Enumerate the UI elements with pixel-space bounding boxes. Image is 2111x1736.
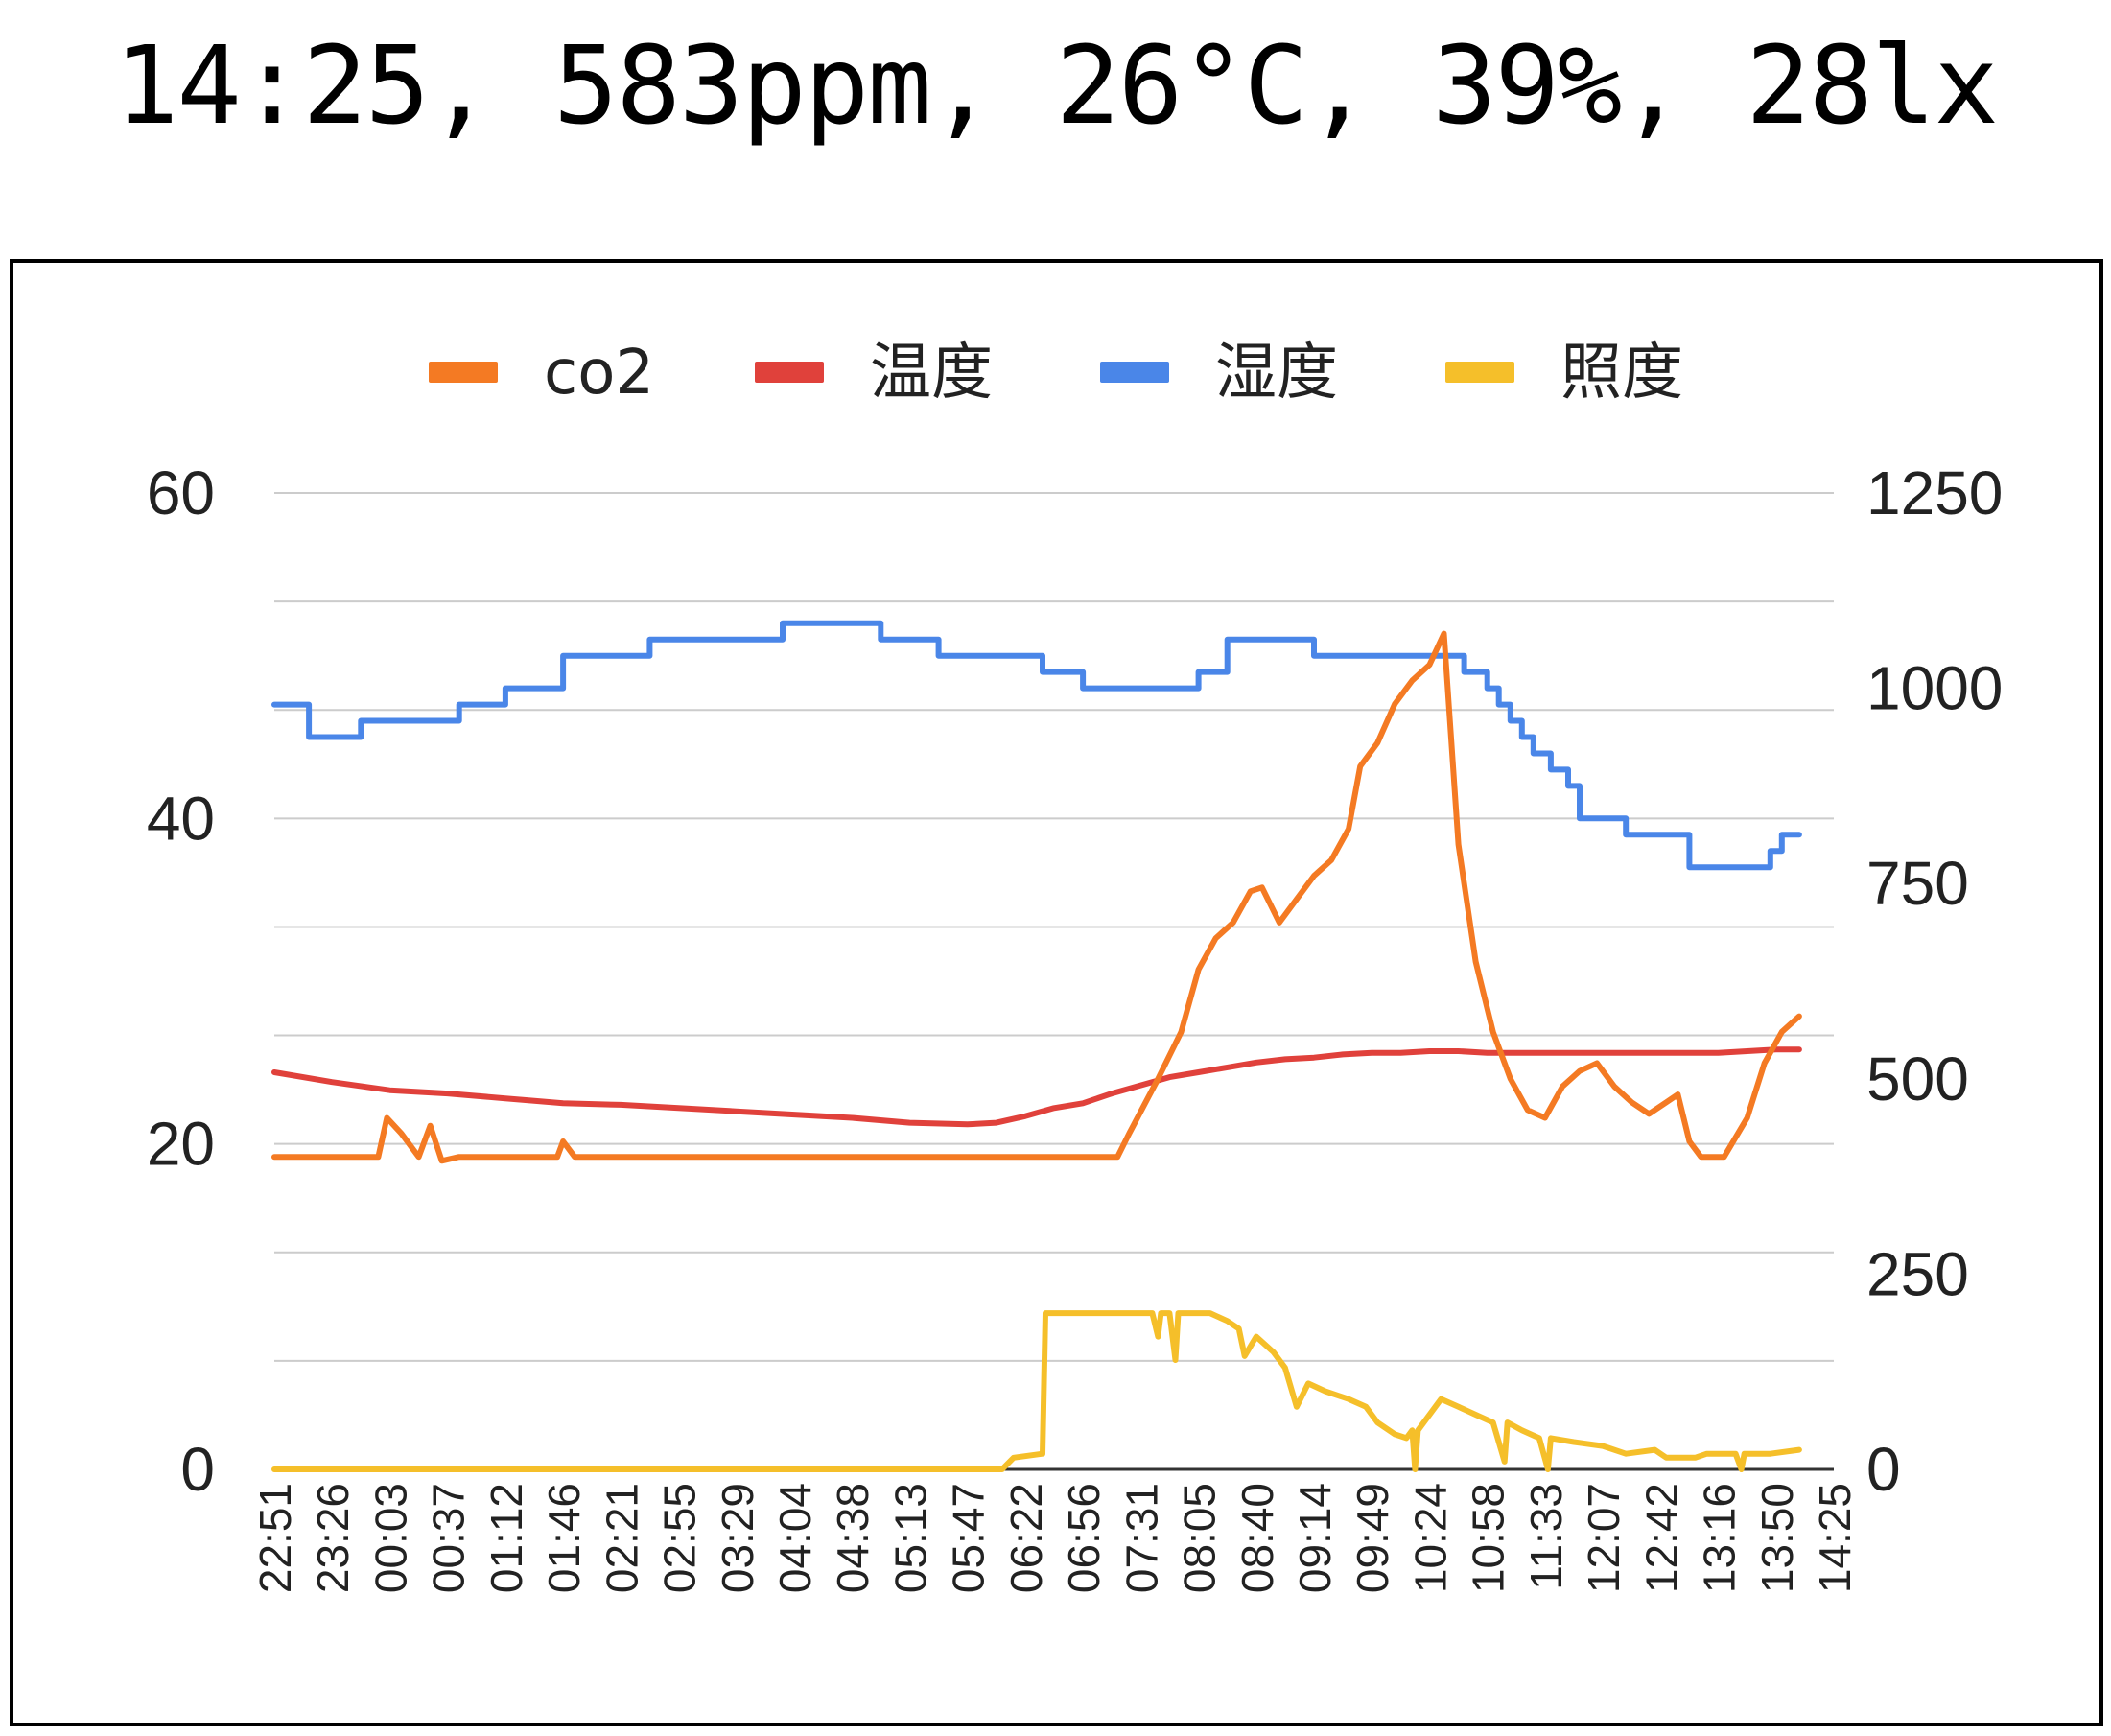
legend-label: co2 xyxy=(544,338,654,409)
x-tick-label: 00:37 xyxy=(424,1483,474,1593)
right-tick-label: 750 xyxy=(1866,849,1969,918)
x-tick-label: 00:03 xyxy=(365,1483,415,1593)
x-tick-label: 06:56 xyxy=(1059,1483,1109,1593)
legend-label: 湿度 xyxy=(1215,338,1338,409)
legend-label: 温度 xyxy=(870,338,993,409)
status-headline: 14:25, 583ppm, 26°C, 39%, 28lx xyxy=(114,24,1999,149)
right-tick-label: 1250 xyxy=(1866,458,2003,528)
legend-swatch xyxy=(1445,362,1514,383)
x-tick-label: 01:12 xyxy=(481,1483,531,1593)
legend-swatch xyxy=(1100,362,1169,383)
x-tick-label: 04:04 xyxy=(770,1483,820,1593)
x-tick-label: 13:50 xyxy=(1752,1483,1802,1593)
series-line-illuminance xyxy=(271,1310,1802,1472)
right-tick-label: 250 xyxy=(1866,1239,1969,1308)
sensor-line-chart: co2 温度 湿度 照度 0 20 40 60 0 250 500 750 1000 1250 22:… xyxy=(147,338,2004,1593)
x-tick-label: 08:05 xyxy=(1175,1483,1225,1593)
left-axis: 0 20 40 60 xyxy=(147,458,215,1504)
chart-frame: co2 温度 湿度 照度 0 20 40 60 0 250 500 750 1000 1250 22:… xyxy=(10,259,2103,1726)
chart-legend: co2 温度 湿度 照度 xyxy=(429,338,1683,409)
x-tick-label: 09:49 xyxy=(1348,1483,1397,1593)
left-tick-label: 40 xyxy=(147,784,215,853)
x-tick-label: 12:07 xyxy=(1579,1483,1629,1593)
x-tick-label: 12:42 xyxy=(1636,1483,1686,1593)
series-line-humidity xyxy=(271,620,1802,871)
gridlines xyxy=(274,492,1834,1471)
x-tick-label: 05:47 xyxy=(944,1483,994,1593)
x-tick-label: 11:33 xyxy=(1521,1483,1571,1590)
x-tick-label: 02:55 xyxy=(655,1483,705,1593)
x-tick-label: 22:51 xyxy=(250,1483,300,1593)
legend-swatch xyxy=(755,362,824,383)
legend-swatch xyxy=(429,362,498,383)
x-tick-label: 02:21 xyxy=(597,1483,646,1593)
x-tick-label: 10:58 xyxy=(1464,1483,1513,1593)
left-tick-label: 60 xyxy=(147,458,215,528)
left-tick-label: 20 xyxy=(147,1110,215,1179)
x-tick-label: 09:14 xyxy=(1290,1483,1340,1593)
right-tick-label: 1000 xyxy=(1866,654,2003,723)
left-tick-label: 0 xyxy=(180,1435,215,1504)
x-tick-label: 07:31 xyxy=(1116,1483,1166,1593)
series-line-co2 xyxy=(271,630,1802,1164)
x-tick-label: 04:38 xyxy=(828,1483,878,1593)
right-tick-label: 500 xyxy=(1866,1044,1969,1114)
x-tick-label: 01:46 xyxy=(539,1483,589,1593)
legend-label: 照度 xyxy=(1560,338,1683,409)
x-tick-label: 10:24 xyxy=(1405,1483,1455,1593)
series-lines xyxy=(271,620,1802,1472)
series-line-temperature xyxy=(271,1046,1802,1128)
x-tick-label: 06:22 xyxy=(1001,1483,1051,1593)
right-tick-label: 0 xyxy=(1866,1435,1901,1504)
right-axis: 0 250 500 750 1000 1250 xyxy=(1866,458,2003,1504)
x-tick-label: 14:25 xyxy=(1810,1483,1860,1593)
x-tick-label: 08:40 xyxy=(1232,1483,1282,1593)
x-tick-label: 05:13 xyxy=(885,1483,935,1593)
x-tick-label: 23:26 xyxy=(308,1483,358,1593)
x-axis: 22:51 23:26 00:03 00:37 01:12 01:46 02:21 02:55… xyxy=(250,1483,1860,1593)
x-tick-label: 13:16 xyxy=(1695,1483,1745,1593)
x-tick-label: 03:29 xyxy=(713,1483,762,1593)
